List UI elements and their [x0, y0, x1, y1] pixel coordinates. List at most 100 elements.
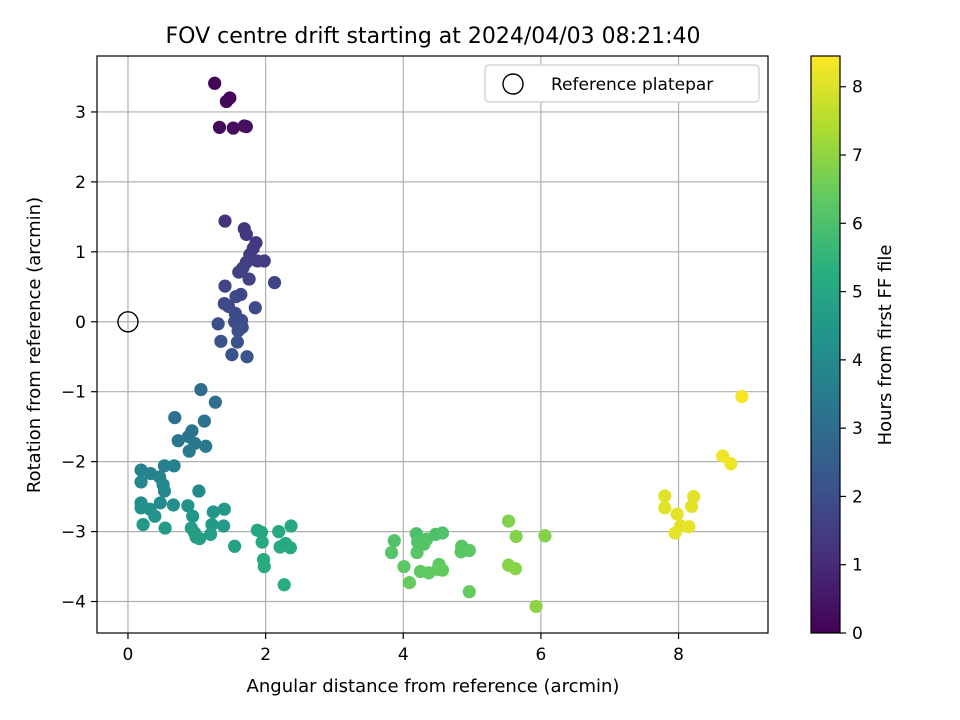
data-point: [134, 475, 148, 489]
data-point: [462, 585, 476, 599]
data-point: [168, 410, 182, 425]
data-point: [538, 529, 552, 543]
y-axis-ticks: −4 −3 −2 −1 0 1 2 3: [61, 103, 97, 613]
reference-platepar-marker: [117, 311, 139, 333]
data-point: [284, 519, 298, 533]
data-point: [668, 526, 682, 540]
data-point: [197, 414, 211, 428]
data-point: [219, 94, 233, 109]
data-point: [387, 534, 401, 548]
y-tick-label: 0: [75, 313, 86, 333]
data-point: [194, 383, 208, 397]
data-point: [242, 272, 256, 286]
data-point: [230, 335, 244, 349]
colorbar-tick-label: 4: [852, 351, 863, 371]
plot-frame: [96, 55, 769, 634]
data-point: [715, 449, 730, 463]
data-point: [670, 507, 684, 521]
data-point: [435, 526, 450, 540]
data-point: [211, 317, 225, 331]
data-points: [134, 76, 749, 614]
data-point: [208, 395, 222, 409]
legend-box: [484, 64, 760, 103]
x-tick-label: 2: [260, 645, 271, 665]
data-point: [283, 541, 297, 555]
data-point: [199, 439, 213, 453]
data-point: [257, 559, 271, 574]
data-point: [735, 390, 749, 404]
data-point: [257, 254, 271, 268]
data-point: [402, 576, 417, 590]
data-point: [217, 519, 231, 533]
data-point: [158, 521, 172, 535]
data-point: [384, 545, 399, 560]
data-point: [171, 434, 185, 448]
y-tick-label: 3: [75, 103, 86, 123]
legend-label-reference-platepar: Reference platepar: [551, 75, 713, 95]
data-point: [136, 517, 150, 532]
data-point: [431, 562, 445, 576]
data-point: [239, 227, 253, 241]
y-tick-label: 1: [75, 243, 86, 263]
data-point: [166, 498, 180, 512]
data-point: [658, 489, 672, 503]
colorbar-tick-label: 8: [852, 78, 863, 98]
x-tick-label: 6: [535, 645, 546, 665]
data-point: [182, 444, 196, 458]
data-point: [157, 459, 172, 473]
y-tick-label: −2: [61, 453, 86, 473]
data-point: [240, 350, 254, 364]
data-point: [225, 348, 239, 362]
grid-lines: [97, 56, 768, 633]
x-tick-label: 4: [398, 645, 409, 665]
x-tick-label: 8: [673, 645, 684, 665]
data-point: [501, 514, 516, 528]
data-point: [167, 459, 181, 473]
data-point: [181, 499, 195, 513]
data-point: [267, 276, 282, 290]
data-point: [232, 265, 246, 279]
colorbar-tick-label: 0: [852, 624, 863, 644]
data-point: [685, 499, 699, 514]
data-point: [217, 502, 231, 516]
data-point: [248, 301, 262, 315]
data-point: [397, 559, 411, 574]
data-point: [462, 543, 476, 558]
data-point: [226, 121, 240, 135]
data-point: [687, 490, 701, 504]
chart-title: FOV centre drift starting at 2024/04/03 …: [166, 24, 701, 49]
data-point: [218, 279, 232, 293]
data-point: [254, 525, 269, 539]
data-point: [509, 529, 523, 544]
data-point: [410, 545, 424, 560]
data-point: [239, 120, 253, 134]
data-point: [208, 76, 222, 90]
legend-reference-marker: [502, 73, 524, 95]
data-point: [153, 496, 167, 510]
data-point: [148, 509, 162, 523]
y-tick-label: −3: [61, 523, 86, 543]
data-point: [203, 527, 218, 541]
colorbar-ticks: 0 1 2 3 4 5 6 7 8: [840, 78, 863, 644]
data-point: [529, 599, 543, 614]
colorbar-tick-label: 3: [852, 419, 863, 439]
data-point: [658, 501, 672, 515]
data-point: [218, 214, 232, 228]
data-point: [186, 509, 200, 523]
data-point: [682, 520, 696, 534]
data-point: [272, 524, 286, 539]
data-point: [212, 120, 227, 134]
data-point: [157, 484, 172, 498]
y-axis-label: Rotation from reference (arcmin): [24, 197, 45, 493]
colorbar-label: Hours from first FF file: [875, 245, 896, 446]
data-point: [206, 505, 220, 519]
data-point: [228, 539, 242, 553]
data-point: [508, 562, 523, 576]
data-point: [134, 501, 148, 515]
y-tick-label: −4: [61, 593, 86, 613]
y-tick-label: 2: [75, 173, 86, 193]
data-point: [192, 531, 207, 546]
x-tick-label: 0: [123, 645, 134, 665]
x-axis-label: Angular distance from reference (arcmin): [247, 676, 620, 697]
